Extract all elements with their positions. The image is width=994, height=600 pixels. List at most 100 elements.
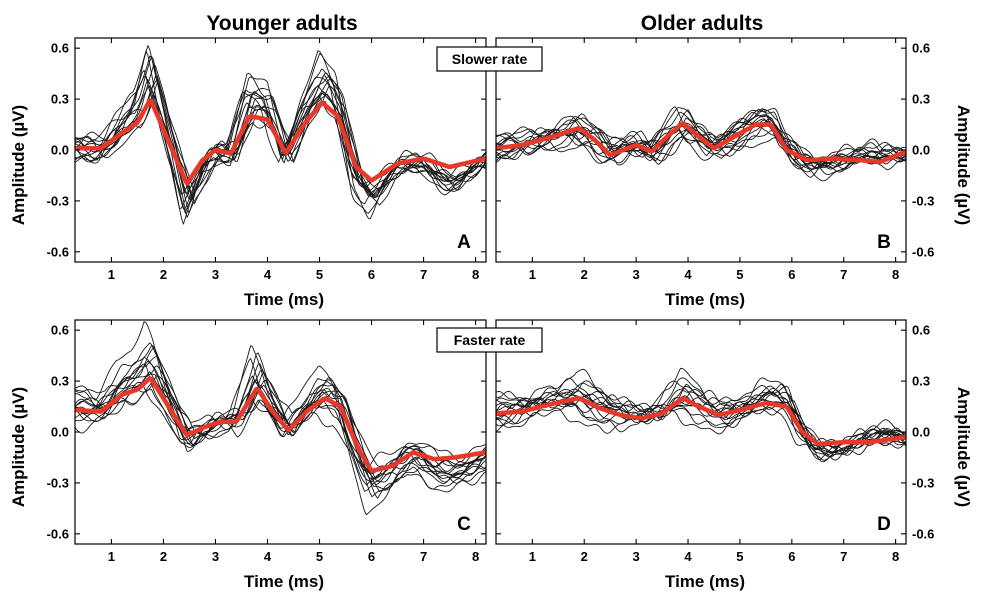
- x-tick-label: 4: [264, 267, 272, 282]
- x-tick-label: 3: [633, 267, 640, 282]
- individual-trace: [496, 118, 906, 166]
- x-tick-label: 4: [264, 549, 272, 564]
- y-axis-title-left-bottom: Amplitude (µV): [9, 387, 28, 507]
- individual-trace: [496, 385, 906, 461]
- x-tick-label: 1: [529, 549, 536, 564]
- panel-letter-c: C: [457, 514, 471, 535]
- faster-rate-box: [436, 327, 543, 353]
- panel-c: 1 2 3 4 5 6 7 8 -0.6 -0.3 0.0 0.3 0.6 C: [47, 319, 487, 564]
- x-tick-label: 7: [420, 549, 427, 564]
- x-tick-label: 8: [472, 549, 479, 564]
- x-tick-label: 5: [316, 267, 323, 282]
- column-title-older: Older adults: [641, 12, 764, 35]
- individual-trace: [496, 391, 906, 446]
- y-tick-label: -0.6: [47, 244, 69, 259]
- x-tick-label: 2: [160, 267, 167, 282]
- x-tick-label: 8: [892, 549, 899, 564]
- individual-trace: [75, 363, 486, 486]
- x-axis-title-d: Time (ms): [665, 572, 745, 591]
- individual-trace: [75, 55, 486, 218]
- x-tick-label: 1: [108, 267, 115, 282]
- mean-trace: [75, 98, 486, 186]
- individual-traces: [496, 367, 906, 463]
- individual-trace: [496, 380, 906, 449]
- y-tick-label: 0.6: [912, 41, 930, 56]
- panel-b: 1 2 3 4 5 6 7 8 -0.6 -0.3 0.0 0.3 0.6 B: [495, 37, 934, 282]
- mean-trace: [496, 396, 906, 447]
- panel-a: 1 2 3 4 5 6 7 8 -0.6 -0.3 0.0 0.3 0.6 A: [47, 37, 487, 282]
- x-tick-label: 3: [212, 267, 219, 282]
- x-tick-label: 1: [529, 267, 536, 282]
- individual-trace: [75, 342, 486, 498]
- x-tick-label: 5: [736, 549, 743, 564]
- x-tick-label: 4: [684, 267, 692, 282]
- individual-trace: [496, 391, 906, 456]
- x-tick-label: 5: [316, 549, 323, 564]
- slower-rate-box: [436, 46, 543, 72]
- x-axis-title-b: Time (ms): [665, 290, 745, 309]
- y-tick-label: 0.3: [912, 92, 930, 107]
- y-axis-title-right-top: Amplitude (µV): [954, 105, 973, 225]
- x-tick-label: 6: [788, 267, 795, 282]
- y-tick-label: 0.6: [51, 41, 69, 56]
- y-tick-label: -0.3: [47, 193, 69, 208]
- x-tick-label: 7: [840, 267, 847, 282]
- individual-trace: [496, 108, 906, 178]
- x-tick-label: 2: [160, 549, 167, 564]
- y-axis-title-left-top: Amplitude (µV): [9, 105, 28, 225]
- x-tick-label: 7: [840, 549, 847, 564]
- x-tick-label: 8: [892, 267, 899, 282]
- panel-frame: [74, 319, 487, 545]
- y-tick-label: -0.3: [47, 475, 69, 490]
- x-tick-label: 4: [684, 549, 692, 564]
- y-tick-label: 0.0: [51, 425, 69, 440]
- individual-trace: [496, 397, 906, 458]
- mean-trace: [496, 121, 906, 165]
- x-tick-label: 6: [368, 549, 375, 564]
- individual-trace: [75, 382, 486, 480]
- faster-rate-label: Faster rate: [454, 332, 526, 348]
- individual-trace: [75, 50, 486, 225]
- x-tick-label: 2: [581, 549, 588, 564]
- individual-trace: [75, 347, 486, 486]
- individual-traces: [75, 321, 486, 516]
- individual-trace: [75, 45, 486, 220]
- y-tick-label: -0.6: [912, 244, 934, 259]
- individual-trace: [75, 344, 486, 490]
- panel-letter-a: A: [457, 232, 471, 253]
- y-tick-label: 0.0: [912, 425, 930, 440]
- individual-trace: [75, 56, 486, 214]
- individual-trace: [496, 407, 906, 453]
- y-tick-label: 0.3: [51, 92, 69, 107]
- panel-letter-b: B: [877, 232, 891, 253]
- x-tick-label: 3: [212, 549, 219, 564]
- x-tick-label: 2: [581, 267, 588, 282]
- individual-traces: [75, 45, 486, 225]
- y-tick-label: 0.6: [912, 323, 930, 338]
- panel-d: 1 2 3 4 5 6 7 8 -0.6 -0.3 0.0 0.3 0.6 D: [495, 319, 934, 564]
- y-tick-label: 0.3: [51, 374, 69, 389]
- individual-trace: [496, 387, 906, 463]
- y-tick-label: 0.0: [912, 143, 930, 158]
- y-tick-label: 0.3: [912, 374, 930, 389]
- y-tick-label: -0.3: [912, 193, 934, 208]
- individual-trace: [75, 365, 486, 499]
- x-tick-label: 6: [788, 549, 795, 564]
- column-title-younger: Younger adults: [206, 12, 357, 35]
- mean-trace: [75, 376, 486, 474]
- y-tick-label: 0.6: [51, 323, 69, 338]
- x-tick-label: 7: [420, 267, 427, 282]
- individual-trace: [75, 389, 486, 483]
- x-tick-label: 3: [633, 549, 640, 564]
- x-axis-title-c: Time (ms): [244, 572, 324, 591]
- panel-letter-d: D: [877, 514, 891, 535]
- individual-trace: [75, 65, 486, 203]
- individual-traces: [496, 106, 906, 182]
- individual-trace: [496, 367, 906, 455]
- y-axis-title-right-bottom: Amplitude (µV): [954, 387, 973, 507]
- y-tick-label: 0.0: [51, 143, 69, 158]
- individual-trace: [75, 69, 486, 210]
- slower-rate-label: Slower rate: [452, 51, 528, 67]
- individual-trace: [75, 78, 486, 210]
